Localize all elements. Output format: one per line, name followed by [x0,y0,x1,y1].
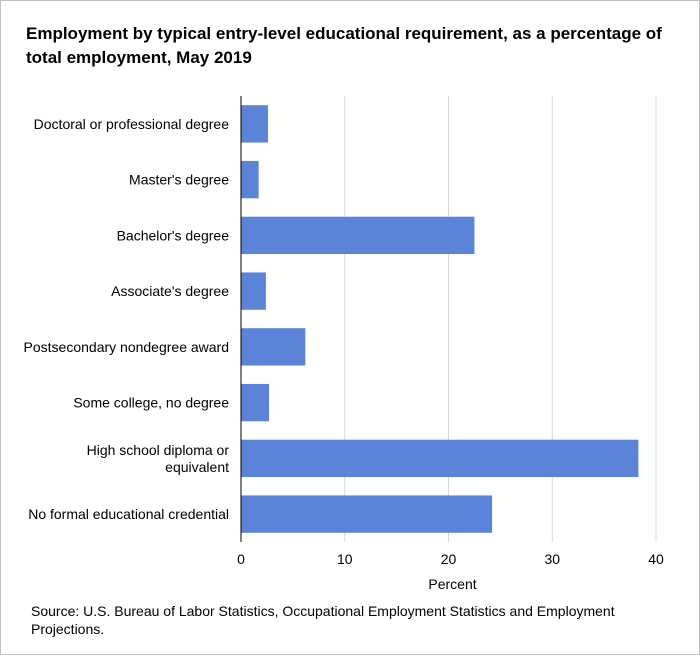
bar [241,439,639,478]
category-label: Doctoral or professional degree [34,116,230,132]
category-label: Associate's degree [111,283,229,299]
bar [241,272,266,310]
chart-title: Employment by typical entry-level educat… [26,24,662,67]
x-tick-label: 30 [544,551,560,567]
source-note: Source: U.S. Bureau of Labor Statistics,… [31,603,615,637]
bar [241,160,259,199]
bar [241,383,270,422]
x-axis-title: Percent [428,576,476,592]
x-tick-label: 20 [441,551,457,567]
x-tick-label: 40 [648,551,664,567]
category-label: High school diploma or [87,442,230,458]
category-label: Postsecondary nondegree award [24,339,229,355]
category-label: Master's degree [129,172,229,188]
x-tick-label: 10 [337,551,353,567]
bar [241,495,493,533]
x-tick-label: 0 [237,551,245,567]
bar [241,105,268,143]
category-label: No formal educational credential [28,506,229,522]
category-label: Some college, no degree [73,395,229,411]
bar [241,328,306,366]
category-label: equivalent [165,459,229,475]
bar [241,216,475,255]
category-label: Bachelor's degree [117,227,230,243]
